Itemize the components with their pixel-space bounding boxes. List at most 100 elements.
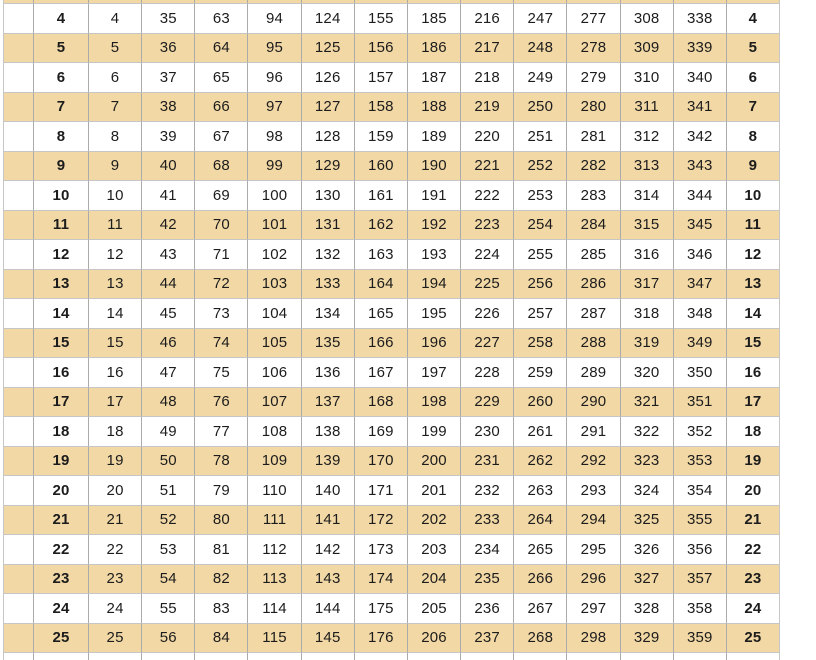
day-of-year-cell: 327 — [619, 563, 673, 593]
day-of-year-cell: 134 — [300, 298, 354, 328]
row-spacer-cell — [3, 150, 33, 180]
day-of-year-cell: 74 — [194, 327, 248, 357]
day-of-month-cell-left: 12 — [33, 239, 88, 269]
day-of-year-cell: 310 — [619, 62, 673, 92]
day-of-month-cell-left: 19 — [33, 445, 88, 475]
day-of-year-cell — [406, 0, 461, 3]
day-of-year-cell — [300, 0, 354, 3]
day-of-year-cell: 286 — [566, 268, 620, 298]
day-of-year-cell: 155 — [353, 3, 407, 33]
day-of-month-cell-right: 11 — [725, 209, 780, 239]
day-of-year-cell: 36 — [141, 32, 195, 62]
day-of-year-cell: 17 — [88, 386, 142, 416]
day-of-year-cell: 186 — [406, 32, 461, 62]
day-of-month-cell-right: 18 — [725, 416, 780, 446]
day-of-year-cell: 348 — [672, 298, 726, 328]
day-of-year-cell: 106 — [247, 357, 301, 387]
day-of-year-cell: 250 — [513, 91, 567, 121]
day-of-year-cell: 113 — [247, 563, 301, 593]
day-of-year-cell: 344 — [672, 180, 726, 210]
day-of-year-cell — [460, 0, 514, 3]
row-spacer-cell — [3, 386, 33, 416]
day-of-year-cell — [566, 0, 620, 3]
day-of-year-cell: 4 — [88, 3, 142, 33]
day-of-year-cell: 161 — [353, 180, 407, 210]
day-of-month-cell-left: 15 — [33, 327, 88, 357]
day-of-year-cell: 126 — [300, 62, 354, 92]
day-of-year-cell: 349 — [672, 327, 726, 357]
day-of-year-cell — [88, 652, 142, 660]
row-spacer-cell — [3, 268, 33, 298]
day-of-year-cell: 140 — [300, 475, 354, 505]
day-of-year-cell: 312 — [619, 121, 673, 151]
day-of-year-cell: 191 — [406, 180, 461, 210]
day-of-month-cell-right: 17 — [725, 386, 780, 416]
day-of-year-cell: 308 — [619, 3, 673, 33]
day-of-year-cell: 197 — [406, 357, 461, 387]
day-of-year-cell: 342 — [672, 121, 726, 151]
day-of-year-cell: 38 — [141, 91, 195, 121]
day-of-year-cell: 326 — [619, 534, 673, 564]
day-of-year-cell: 41 — [141, 180, 195, 210]
day-of-year-cell: 265 — [513, 534, 567, 564]
day-of-year-cell: 79 — [194, 475, 248, 505]
day-of-year-cell: 259 — [513, 357, 567, 387]
day-of-year-cell: 340 — [672, 62, 726, 92]
day-of-year-cell: 125 — [300, 32, 354, 62]
row-spacer-cell — [3, 91, 33, 121]
day-of-year-cell: 356 — [672, 534, 726, 564]
day-of-year-cell: 139 — [300, 445, 354, 475]
day-of-year-cell: 353 — [672, 445, 726, 475]
day-of-year-cell: 247 — [513, 3, 567, 33]
day-of-year-cell: 22 — [88, 534, 142, 564]
day-of-year-cell: 233 — [460, 504, 514, 534]
day-of-year-cell: 166 — [353, 327, 407, 357]
day-of-year-cell: 136 — [300, 357, 354, 387]
row-spacer-cell — [3, 3, 33, 33]
day-of-year-cell: 195 — [406, 298, 461, 328]
day-of-year-cell: 258 — [513, 327, 567, 357]
day-of-year-cell: 314 — [619, 180, 673, 210]
day-of-year-cell: 21 — [88, 504, 142, 534]
day-of-year-cell: 112 — [247, 534, 301, 564]
day-of-year-cell: 260 — [513, 386, 567, 416]
day-of-year-cell: 15 — [88, 327, 142, 357]
day-of-month-cell-left: 13 — [33, 268, 88, 298]
day-of-year-cell: 198 — [406, 386, 461, 416]
day-of-year-cell: 160 — [353, 150, 407, 180]
day-of-month-cell-right — [725, 0, 780, 3]
day-of-year-cell — [88, 0, 142, 3]
day-of-year-cell: 101 — [247, 209, 301, 239]
day-of-year-cell: 81 — [194, 534, 248, 564]
day-of-year-cell: 196 — [406, 327, 461, 357]
day-of-year-cell: 297 — [566, 593, 620, 623]
day-of-year-cell: 175 — [353, 593, 407, 623]
day-of-year-cell: 25 — [88, 622, 142, 652]
day-of-year-cell: 130 — [300, 180, 354, 210]
day-of-year-cell: 185 — [406, 3, 461, 33]
day-of-year-cell: 44 — [141, 268, 195, 298]
day-of-year-table: 4 4 35 63 94 124 155 185 216 247 277 308 338 4 5 5 36 64 9… — [3, 0, 780, 660]
day-of-year-cell — [353, 0, 407, 3]
day-of-month-cell-right: 25 — [725, 622, 780, 652]
day-of-year-cell: 296 — [566, 563, 620, 593]
day-of-year-cell: 133 — [300, 268, 354, 298]
day-of-year-cell: 156 — [353, 32, 407, 62]
day-of-year-cell: 325 — [619, 504, 673, 534]
day-of-year-cell: 13 — [88, 268, 142, 298]
day-of-year-cell: 97 — [247, 91, 301, 121]
day-of-year-cell: 16 — [88, 357, 142, 387]
day-of-year-cell: 357 — [672, 563, 726, 593]
day-of-year-cell: 261 — [513, 416, 567, 446]
day-of-year-cell — [619, 0, 673, 3]
day-of-year-cell: 355 — [672, 504, 726, 534]
row-spacer-cell — [3, 209, 33, 239]
day-of-year-cell: 193 — [406, 239, 461, 269]
day-of-month-cell-left: 16 — [33, 357, 88, 387]
day-of-year-cell: 82 — [194, 563, 248, 593]
day-of-year-cell: 202 — [406, 504, 461, 534]
row-spacer-cell — [3, 180, 33, 210]
day-of-month-cell-right: 8 — [725, 121, 780, 151]
day-of-year-cell: 40 — [141, 150, 195, 180]
day-of-month-cell-left: 5 — [33, 32, 88, 62]
